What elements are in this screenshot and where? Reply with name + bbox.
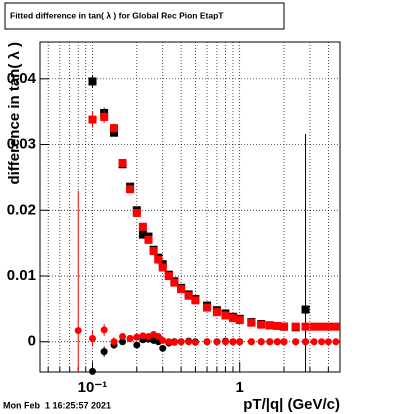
y-tick-label: 0.04 — [7, 70, 37, 87]
chart-title: Fitted difference in tan( λ ) for Global… — [10, 10, 224, 20]
marker — [191, 338, 199, 346]
marker — [221, 338, 229, 346]
y-tick-label: 0.01 — [7, 267, 36, 284]
marker — [265, 321, 274, 330]
marker — [247, 318, 256, 327]
marker — [228, 314, 237, 323]
x-tick-label: 1 — [236, 379, 244, 396]
marker — [317, 322, 326, 331]
marker — [280, 338, 288, 346]
marker — [324, 338, 332, 346]
marker — [158, 263, 167, 272]
marker — [310, 338, 318, 346]
marker — [132, 208, 141, 217]
marker — [154, 255, 163, 264]
marker — [133, 341, 141, 349]
marker — [212, 308, 221, 317]
marker — [74, 327, 82, 335]
x-axis-label: pT/|q| (GeV/c) — [243, 396, 340, 413]
marker — [100, 112, 109, 121]
y-tick-label: 0 — [28, 333, 36, 350]
marker — [170, 338, 178, 346]
marker — [302, 338, 310, 346]
marker — [273, 321, 282, 330]
marker — [100, 326, 108, 334]
marker — [229, 338, 237, 346]
marker — [236, 338, 244, 346]
y-axis-label: difference in tan( λ ) — [6, 42, 23, 185]
marker — [184, 291, 193, 300]
marker — [266, 338, 274, 346]
x-tick-label: 10⁻¹ — [78, 379, 108, 396]
marker — [280, 322, 289, 331]
marker — [118, 158, 127, 167]
marker — [177, 285, 186, 294]
title-box — [4, 2, 285, 30]
plot-frame — [39, 41, 341, 373]
marker — [144, 235, 153, 244]
marker — [170, 278, 179, 287]
marker — [177, 338, 185, 346]
y-tick-label: 0.02 — [7, 201, 36, 218]
marker — [138, 230, 147, 239]
marker — [213, 338, 221, 346]
marker — [203, 338, 211, 346]
marker — [292, 338, 300, 346]
marker — [88, 115, 97, 124]
marker — [165, 338, 173, 346]
marker — [203, 303, 212, 312]
marker — [126, 185, 135, 194]
marker — [310, 322, 319, 331]
marker — [221, 311, 230, 320]
marker — [159, 336, 167, 344]
marker — [139, 332, 147, 340]
marker — [191, 296, 200, 305]
marker — [88, 77, 97, 86]
marker — [235, 316, 244, 325]
marker — [273, 338, 281, 346]
y-tick-label: 0.03 — [7, 136, 36, 153]
marker — [88, 334, 96, 342]
marker — [133, 333, 141, 341]
timestamp: Mon Feb 1 16:25:57 2021 — [3, 400, 111, 410]
marker — [138, 222, 147, 231]
marker — [119, 338, 127, 346]
marker — [331, 322, 340, 331]
marker — [324, 322, 333, 331]
marker — [110, 338, 118, 346]
marker — [88, 367, 96, 375]
marker — [100, 348, 108, 356]
marker — [110, 124, 119, 133]
marker — [159, 344, 167, 352]
marker — [257, 338, 265, 346]
marker — [301, 322, 310, 331]
marker — [149, 247, 158, 256]
marker — [247, 338, 255, 346]
marker — [257, 320, 266, 329]
marker — [318, 338, 326, 346]
marker — [185, 338, 193, 346]
marker — [332, 338, 340, 346]
marker — [164, 272, 173, 281]
marker — [126, 334, 134, 342]
marker — [301, 305, 310, 314]
marker — [291, 322, 300, 331]
marker — [119, 333, 127, 341]
